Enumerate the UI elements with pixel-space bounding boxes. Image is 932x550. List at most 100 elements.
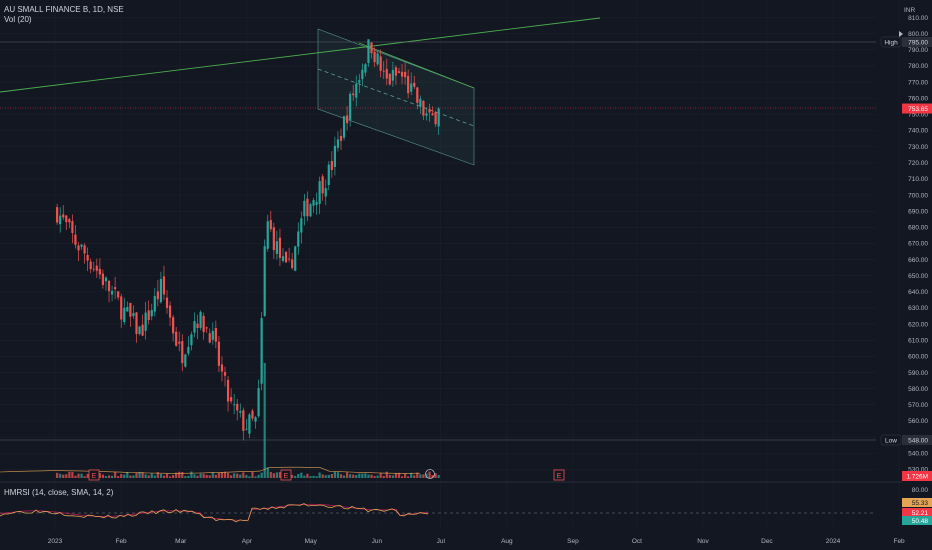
candle-body[interactable] [291, 259, 294, 269]
candle-body[interactable] [236, 403, 239, 411]
candle-body[interactable] [397, 71, 401, 73]
candle-body[interactable] [379, 56, 382, 71]
candle-body[interactable] [303, 200, 306, 217]
candle-body[interactable] [385, 68, 388, 79]
candle-body[interactable] [419, 98, 422, 107]
candle-body[interactable] [413, 82, 416, 87]
candle-body[interactable] [431, 113, 434, 116]
candle-body[interactable] [410, 83, 413, 92]
candle-body[interactable] [226, 379, 230, 402]
candle-body[interactable] [300, 218, 303, 233]
candle-body[interactable] [434, 111, 437, 125]
candle-body[interactable] [104, 277, 108, 282]
time-axis[interactable]: 2023 Feb Mar Apr May Jun Jul Aug Sep Oct Nov Dec 202… [0, 531, 932, 550]
candle-body[interactable] [168, 305, 172, 318]
candle-body[interactable] [199, 311, 202, 328]
candle-body[interactable] [187, 346, 190, 354]
candle-body[interactable] [245, 428, 248, 430]
candle-body[interactable] [346, 115, 349, 124]
candle-body[interactable] [388, 73, 391, 85]
candle-body[interactable] [358, 80, 361, 83]
candle-body[interactable] [71, 221, 74, 233]
candle-body[interactable] [205, 327, 208, 329]
candle-body[interactable] [175, 331, 178, 346]
candle-body[interactable] [156, 291, 159, 300]
earnings-marker[interactable] [553, 469, 565, 481]
candle-body[interactable] [407, 75, 410, 94]
candle-body[interactable] [339, 136, 343, 141]
candle-body[interactable] [367, 39, 370, 63]
candle-body[interactable] [269, 220, 272, 230]
candle-body[interactable] [260, 318, 263, 384]
candle-body[interactable] [214, 328, 217, 342]
candle-body[interactable] [318, 181, 321, 204]
candle-body[interactable] [196, 323, 199, 329]
candle-body[interactable] [422, 100, 425, 116]
candle-body[interactable] [101, 273, 105, 286]
candle-body[interactable] [62, 214, 65, 218]
candle-body[interactable] [242, 410, 245, 431]
candle-body[interactable] [110, 290, 114, 295]
earnings-marker[interactable] [88, 469, 100, 481]
candle-body[interactable] [324, 188, 327, 197]
candle-body[interactable] [254, 417, 257, 422]
candle-body[interactable] [416, 87, 419, 103]
candle-body[interactable] [211, 330, 214, 340]
candle-body[interactable] [352, 93, 355, 96]
candle-body[interactable] [248, 414, 251, 434]
candle-body[interactable] [370, 42, 373, 54]
candle-body[interactable] [361, 69, 364, 80]
earnings-marker[interactable] [280, 469, 292, 481]
candle-body[interactable] [190, 334, 193, 346]
candle-body[interactable] [217, 341, 221, 366]
candle-body[interactable] [74, 234, 77, 245]
candle-body[interactable] [178, 341, 181, 344]
candle-body[interactable] [89, 261, 92, 270]
volume-legend[interactable]: Vol (20) [4, 15, 32, 24]
candle-body[interactable] [281, 256, 285, 261]
candle-body[interactable] [223, 372, 227, 376]
candle-body[interactable] [312, 200, 315, 206]
candle-body[interactable] [349, 93, 352, 121]
candle-body[interactable] [309, 204, 312, 217]
candle-body[interactable] [437, 108, 440, 127]
candle-body[interactable] [141, 324, 144, 336]
candle-body[interactable] [132, 313, 135, 317]
candle-body[interactable] [129, 302, 132, 317]
candle-body[interactable] [382, 70, 385, 72]
candle-body[interactable] [257, 388, 260, 417]
candle-body[interactable] [153, 296, 156, 312]
candle-body[interactable] [403, 71, 407, 78]
candle-body[interactable] [364, 64, 367, 73]
candle-body[interactable] [68, 219, 71, 223]
candle-body[interactable] [288, 258, 291, 260]
candle-body[interactable] [114, 287, 117, 290]
candle-body[interactable] [428, 109, 431, 113]
candle-body[interactable] [98, 268, 101, 275]
candle-body[interactable] [284, 251, 288, 263]
rsi-legend[interactable]: HMRSI (14, close, SMA, 14, 2) [4, 488, 114, 497]
symbol-legend[interactable]: AU SMALL FINANCE B, 1D, NSE [4, 5, 124, 14]
candle-body[interactable] [123, 307, 126, 323]
candle-body[interactable] [126, 307, 129, 312]
scroll-arrow-icon[interactable] [899, 31, 903, 37]
candle-body[interactable] [77, 245, 80, 251]
candle-body[interactable] [400, 71, 404, 77]
candle-body[interactable] [181, 341, 184, 364]
candle-body[interactable] [336, 139, 340, 148]
candle-body[interactable] [138, 326, 141, 335]
candle-body[interactable] [120, 296, 123, 320]
candle-body[interactable] [239, 411, 242, 413]
candle-body[interactable] [266, 221, 269, 249]
descending-trendline[interactable] [358, 42, 475, 89]
candle-body[interactable] [162, 276, 166, 295]
candle-body[interactable] [202, 315, 205, 333]
candle-body[interactable] [144, 312, 147, 331]
candle-body[interactable] [165, 297, 169, 308]
candle-body[interactable] [333, 145, 336, 167]
candle-body[interactable] [83, 245, 86, 254]
candle-body[interactable] [86, 254, 89, 261]
